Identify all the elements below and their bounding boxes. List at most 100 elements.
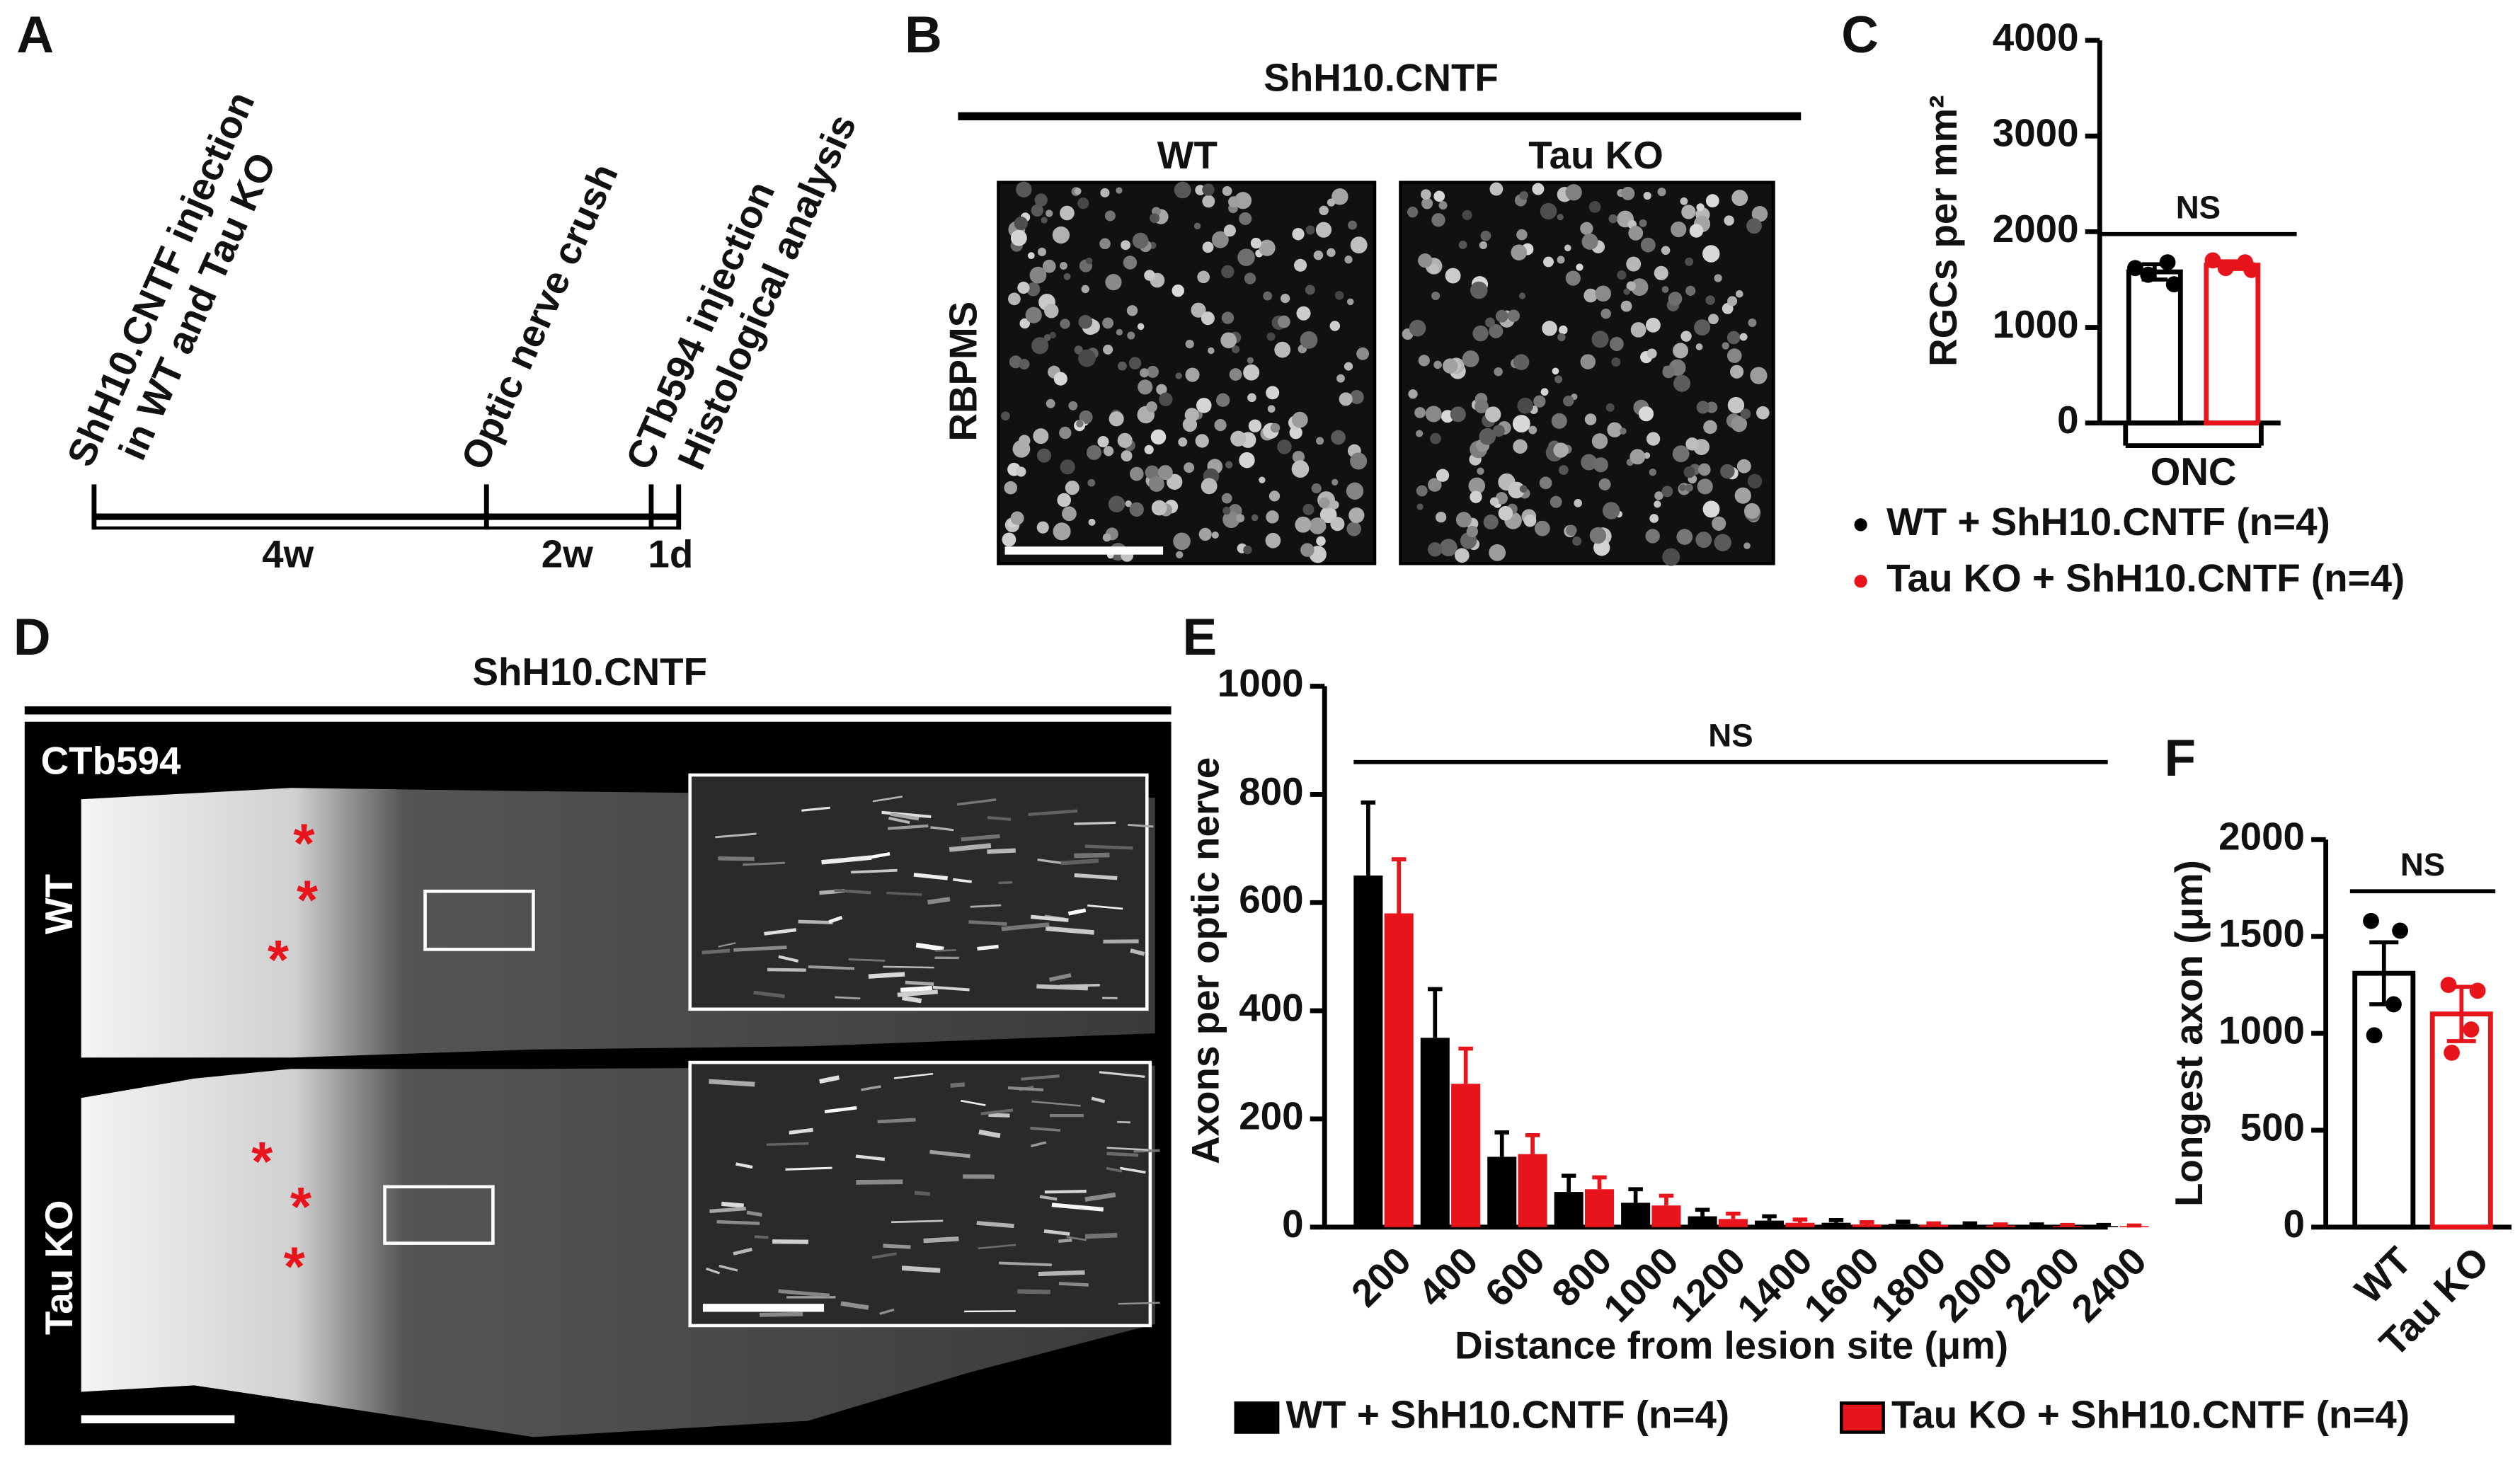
- cell: [1329, 321, 1341, 331]
- cell: [1214, 419, 1227, 432]
- cell: [1313, 250, 1324, 260]
- cell: [1316, 536, 1326, 546]
- y-tick-label: 400: [1239, 986, 1303, 1030]
- cell: [1626, 256, 1642, 272]
- axon-streak: [718, 942, 736, 948]
- x-tick-label: 600: [1477, 1239, 1553, 1315]
- error-bar: [1458, 1046, 1473, 1084]
- error-bar: [1896, 1219, 1911, 1224]
- cell: [1638, 406, 1654, 422]
- error-bar: [1494, 1130, 1510, 1157]
- x-tick-label: 2400: [2063, 1239, 2155, 1331]
- cell: [1103, 446, 1114, 457]
- cell: [1589, 527, 1607, 544]
- cell: [1132, 232, 1149, 249]
- axon-streak: [861, 1085, 881, 1091]
- cell: [1060, 318, 1070, 329]
- cell: [1748, 318, 1757, 328]
- bar: [1554, 1192, 1583, 1227]
- cell: [1747, 473, 1763, 489]
- axon-streak: [1084, 1192, 1116, 1202]
- cell: [1421, 189, 1431, 200]
- axon-streak: [1045, 926, 1094, 935]
- axon-streak: [927, 897, 951, 905]
- axon-streak: [897, 989, 938, 997]
- event-label: Optic nerve crush: [452, 157, 626, 476]
- cell: [1428, 478, 1442, 492]
- cell: [1703, 420, 1717, 435]
- cell: [1268, 490, 1281, 502]
- x-tick-label: ONC: [2150, 449, 2237, 493]
- data-point: [2165, 276, 2182, 293]
- cell: [1565, 270, 1581, 286]
- axon-streak: [913, 873, 948, 880]
- axon-streak: [1074, 852, 1110, 859]
- cell: [1445, 268, 1461, 284]
- axon-streak: [1106, 1166, 1123, 1173]
- cell: [1416, 485, 1428, 497]
- axon-streak: [778, 955, 799, 963]
- cell: [1291, 460, 1310, 478]
- cell: [1344, 362, 1353, 371]
- axon-streak: [760, 1311, 803, 1317]
- axon-streak: [1099, 1071, 1145, 1078]
- interval-label: 1d: [648, 532, 693, 576]
- cell: [1591, 331, 1609, 348]
- cell: [1552, 367, 1559, 375]
- cell: [1052, 226, 1070, 244]
- cell: [1442, 358, 1458, 374]
- cell: [1041, 217, 1048, 224]
- cell: [1221, 311, 1235, 324]
- cell: [1750, 367, 1768, 384]
- cell: [1000, 411, 1010, 421]
- cell: [1462, 209, 1472, 220]
- error-bar: [1926, 1221, 1942, 1226]
- cell: [1540, 388, 1549, 396]
- cell: [1031, 204, 1044, 217]
- cell: [1076, 420, 1084, 427]
- axon-streak: [879, 1308, 895, 1315]
- cell: [1336, 374, 1345, 383]
- axon-streak: [1028, 809, 1078, 817]
- bar: [1487, 1156, 1517, 1227]
- legend-swatch: [1854, 518, 1867, 532]
- axon-streak: [868, 851, 890, 859]
- cell: [1201, 478, 1218, 495]
- stain-label: RBPMS: [941, 302, 985, 442]
- y-axis-label: RGCs per mm²: [1921, 96, 1965, 367]
- cell: [1059, 261, 1067, 270]
- cell: [1489, 544, 1506, 561]
- cell: [1137, 323, 1145, 331]
- cell: [1026, 282, 1041, 297]
- cell: [1085, 257, 1093, 265]
- cell: [1740, 408, 1751, 420]
- cell: [1148, 476, 1164, 492]
- cell: [1679, 484, 1686, 491]
- axon-streak: [701, 948, 731, 955]
- axon-streak: [1074, 873, 1118, 880]
- cell: [1519, 485, 1528, 493]
- cell: [1731, 415, 1748, 432]
- legend-label: Tau KO + ShH10.CNTF (n=4): [1886, 556, 2405, 600]
- cell: [1232, 345, 1240, 354]
- error-bar: [1361, 800, 1376, 876]
- cell: [1523, 514, 1537, 527]
- y-tick-label: 800: [1239, 769, 1303, 813]
- axon-streak: [901, 1265, 941, 1273]
- cell: [1156, 384, 1167, 395]
- cell: [1243, 545, 1252, 555]
- cell: [1123, 256, 1138, 270]
- y-tick-label: 0: [2284, 1202, 2305, 1246]
- cell: [1661, 286, 1669, 293]
- cell: [1689, 224, 1704, 238]
- cell: [1247, 357, 1254, 364]
- cell: [1239, 212, 1252, 225]
- cell: [1680, 331, 1692, 342]
- cell: [1230, 430, 1247, 447]
- bar: [1420, 1038, 1450, 1227]
- treatment-label: ShH10.CNTF: [1264, 56, 1499, 100]
- axon-streak: [715, 832, 757, 839]
- axon-streak: [977, 944, 999, 951]
- bar: [1451, 1084, 1481, 1227]
- y-tick-label: 1500: [2218, 912, 2305, 955]
